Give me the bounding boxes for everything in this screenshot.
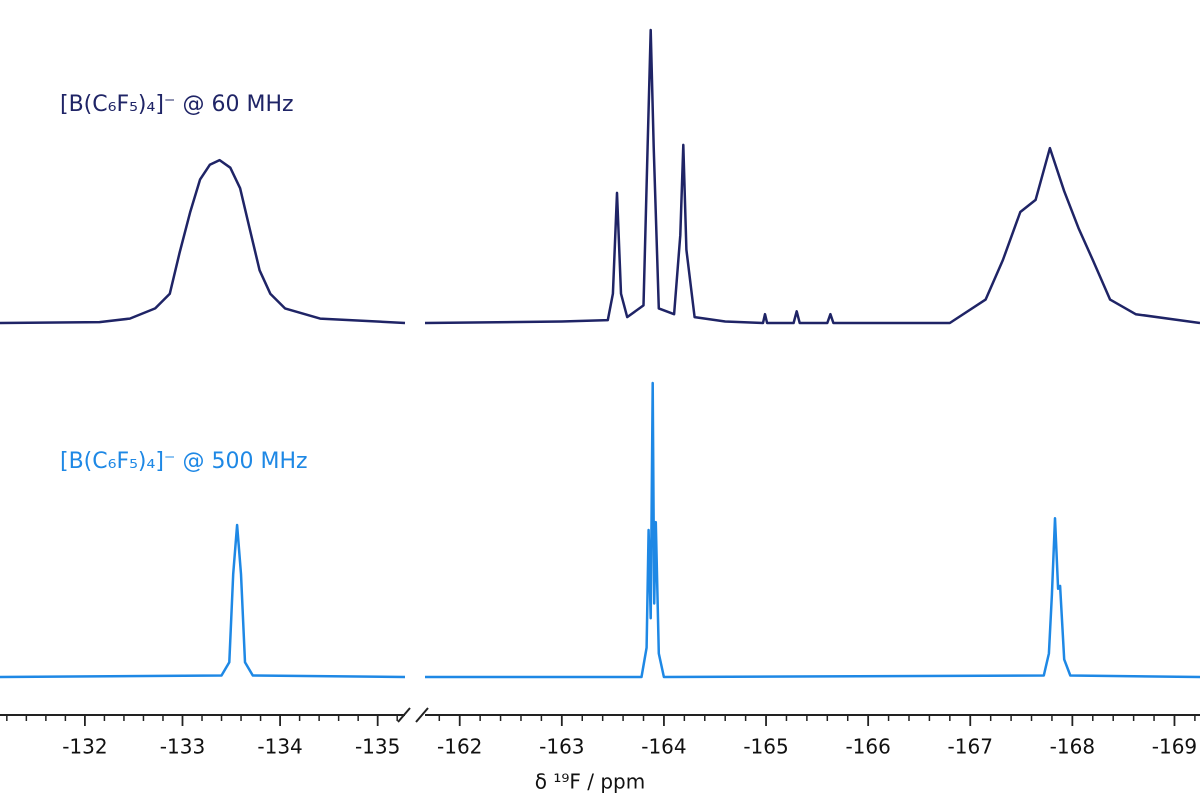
- spectrum-line: [424, 28, 1200, 325]
- spectrum-line: [425, 381, 1200, 679]
- x-tick-label: -162: [437, 735, 482, 759]
- x-tick-label: -135: [355, 735, 400, 759]
- x-tick-label: -133: [160, 735, 205, 759]
- spectrum-line: [0, 523, 406, 679]
- x-tick-label: -167: [948, 735, 993, 759]
- x-tick-label: -169: [1152, 735, 1197, 759]
- x-tick-label: -165: [743, 735, 788, 759]
- x-axis-label: δ ¹⁹F / ppm: [535, 770, 645, 794]
- x-tick-label: -164: [641, 735, 686, 759]
- x-tick-label: -132: [62, 735, 107, 759]
- x-tick-label: -168: [1050, 735, 1095, 759]
- x-tick-label: -166: [845, 735, 890, 759]
- axis-break: [415, 707, 429, 723]
- x-tick-label: -163: [539, 735, 584, 759]
- spectrum-line: [0, 158, 406, 325]
- x-tick-label: -134: [257, 735, 302, 759]
- axis-break: [397, 707, 411, 723]
- series-label: [B(C₆F₅)₄]⁻ @ 60 MHz: [60, 92, 294, 117]
- series-label: [B(C₆F₅)₄]⁻ @ 500 MHz: [60, 449, 308, 474]
